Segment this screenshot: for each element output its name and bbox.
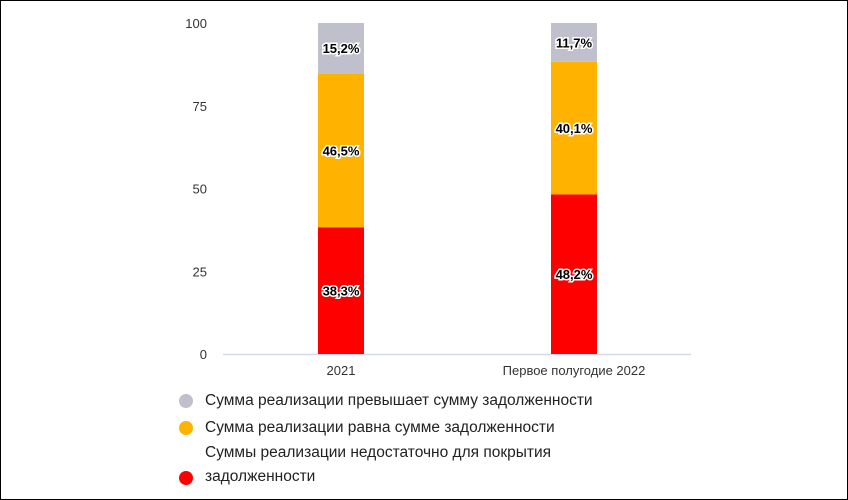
legend-item-insufficient: Суммы реализации недостаточно для покрыт… [179,441,679,489]
legend-item-equal: Сумма реализации равна сумме задолженнос… [179,416,679,440]
bar-segment-0-1 [318,73,364,228]
bar-segment-1-2 [551,23,597,62]
y-tick-label-75: 75 [193,99,207,114]
legend-label-exceeds: Сумма реализации превышает сумму задолже… [205,392,593,409]
bar-segment-1-0 [551,194,597,354]
bar-segment-0-0 [318,227,364,354]
legend-label-equal: Сумма реализации равна сумме задолженнос… [205,419,555,436]
legend: Сумма реализации превышает сумму задолже… [179,389,679,492]
labels-layer: 38,3% 46,5% 15,2% 48,2% 40,1% 11,7% [321,34,594,300]
bars-layer [318,23,597,354]
legend-label-insufficient: Суммы реализации недостаточно для покрыт… [205,444,552,485]
legend-item-exceeds: Сумма реализации превышает сумму задолже… [179,389,679,413]
data-label-0-0: 38,3% [323,284,360,299]
legend-dot-insufficient [179,471,193,485]
data-label-1-0: 48,2% [556,267,593,282]
data-label-1-1: 40,1% [556,121,593,136]
bar-segment-0-2 [318,23,364,74]
y-tick-label-25: 25 [193,264,207,279]
legend-dot-equal [179,421,193,435]
x-tick-label-0: 2021 [327,363,356,378]
legend-dot-exceeds [179,394,193,408]
data-label-0-1: 46,5% [323,143,360,158]
x-tick-label-1: Первое полугодие 2022 [503,363,646,378]
y-tick-label-0: 0 [200,347,207,362]
y-tick-label-50: 50 [193,182,207,197]
y-tick-label-100: 100 [185,16,207,31]
data-label-0-2: 15,2% [323,41,360,56]
axis-layer: 0 25 50 75 100 2021 Первое полугодие 2022 [185,16,691,378]
bar-segment-1-1 [551,61,597,195]
data-label-1-2: 11,7% [556,35,593,50]
